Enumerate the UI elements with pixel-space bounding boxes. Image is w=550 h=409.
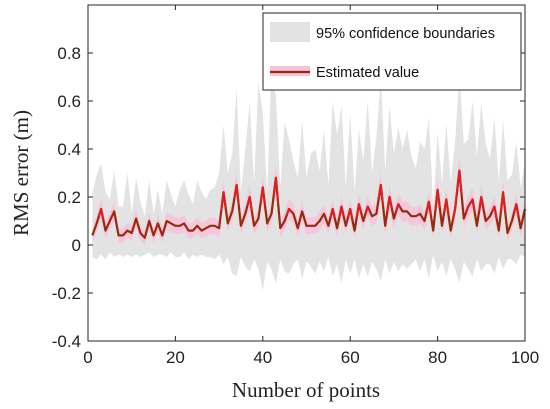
axes-frame <box>87 4 526 342</box>
legend-band-swatch <box>270 22 310 42</box>
x-tick-label: 100 <box>511 348 539 367</box>
y-tick-label: 0.4 <box>57 140 81 159</box>
peak-segment <box>220 191 227 211</box>
peak-segment <box>478 196 485 212</box>
estimate-error-band <box>92 155 526 245</box>
y-axis-title: RMS error (m) <box>9 110 33 236</box>
peak-segment <box>272 176 280 204</box>
legend-line-label: Estimated value <box>316 65 419 81</box>
peak-segment <box>233 184 240 206</box>
estimated-value-peaks <box>97 169 520 220</box>
peak-segment <box>386 196 393 212</box>
peak-segment <box>347 208 354 220</box>
y-tick-label: 0.6 <box>57 92 81 111</box>
legend-band-label: 95% confidence boundaries <box>316 26 495 42</box>
axes-box: 0 20 40 60 80 100 -0.4 -0.2 0 0.2 0.4 0.6 0.8 <box>52 4 539 367</box>
peak-segment <box>434 188 441 211</box>
peak-segment <box>355 203 363 218</box>
peak-segment <box>338 205 345 218</box>
peak-segment <box>456 169 463 195</box>
y-tick-label: 0.2 <box>57 188 81 207</box>
peak-segment <box>469 198 476 213</box>
peak-segment <box>443 198 450 216</box>
peak-segment <box>425 200 432 217</box>
peak-segment <box>395 203 402 212</box>
y-tick-label: 0.8 <box>57 44 81 63</box>
legend: 95% confidence boundaries Estimated valu… <box>262 12 522 91</box>
y-tick-label: -0.4 <box>52 332 81 351</box>
x-tick-label: 20 <box>166 348 185 367</box>
peak-segment <box>491 205 498 219</box>
peak-segment <box>513 203 520 217</box>
peak-segment <box>364 205 371 215</box>
peak-segment <box>329 208 336 219</box>
peak-segment <box>500 191 507 213</box>
peak-segment <box>465 202 472 213</box>
x-tick-label: 80 <box>428 348 447 367</box>
x-tick-label: 40 <box>253 348 272 367</box>
y-axis-ticks: -0.4 -0.2 0 0.2 0.4 0.6 0.8 <box>52 44 525 351</box>
x-axis-title: Number of points <box>232 378 380 402</box>
x-tick-label: 60 <box>341 348 360 367</box>
y-tick-label: -0.2 <box>52 284 81 303</box>
x-axis-ticks: 0 20 40 60 80 100 <box>83 5 539 367</box>
x-tick-label: 0 <box>83 348 92 367</box>
peak-segment <box>377 184 384 206</box>
peak-segment <box>259 186 266 206</box>
peak-segment <box>97 208 105 220</box>
y-tick-label: 0 <box>72 236 81 255</box>
peak-segment <box>285 208 292 216</box>
peak-segment <box>246 196 253 212</box>
peak-segment <box>451 189 459 220</box>
